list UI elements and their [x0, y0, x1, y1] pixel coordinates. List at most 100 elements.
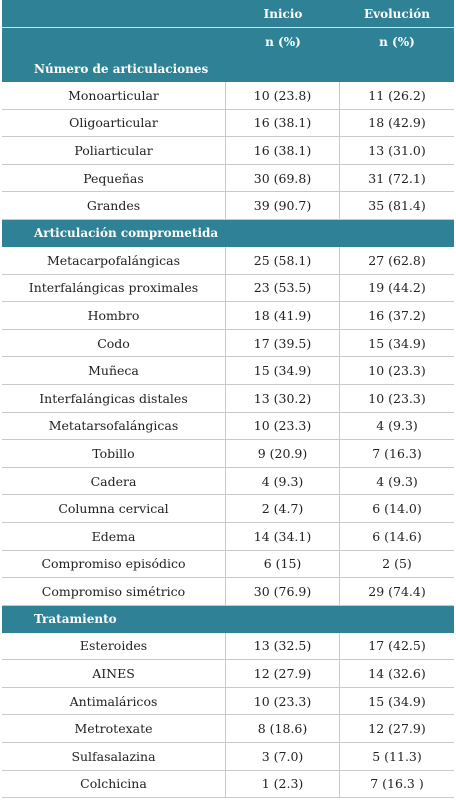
table-row: Tobillo 9 (20.9) 7 (16.3)	[2, 440, 454, 468]
table-row: Metatarsofalángicas 10 (23.3) 4 (9.3)	[2, 412, 454, 441]
row-label: Esteroides	[2, 632, 226, 660]
table-row: Sulfasalazina 3 (7.0) 5 (11.3)	[2, 743, 454, 771]
table-row: Metacarpofalángicas 25 (58.1) 27 (62.8)	[2, 246, 454, 275]
row-label: Interfalángicas proximales	[2, 274, 226, 302]
table-row: Oligoarticular 16 (38.1) 18 (42.9)	[2, 109, 454, 138]
evolucion-value: 13 (31.0)	[368, 142, 426, 158]
table-row: Grandes 39 (90.7) 35 (81.4)	[2, 192, 454, 220]
inicio-value: 10 (23.3)	[226, 412, 340, 440]
inicio-value: 2 (4.7)	[226, 495, 340, 522]
inicio-value: 13 (30.2)	[226, 384, 340, 412]
evolucion-value: 10 (23.3)	[368, 363, 426, 379]
inicio-value: 10 (23.3)	[226, 687, 340, 715]
table-row: Monoarticular 10 (23.8) 11 (26.2)	[2, 82, 454, 110]
table-row: Muñeca 15 (34.9) 10 (23.3)	[2, 357, 454, 385]
inicio-value: 16 (38.1)	[226, 109, 340, 137]
row-label: Compromiso episódico	[2, 550, 226, 578]
inicio-value: 30 (76.9)	[226, 578, 340, 605]
row-label: Metatarsofalángicas	[2, 412, 226, 440]
row-label: Poliarticular	[2, 137, 226, 164]
table-row: Pequeñas 30 (69.8) 31 (72.1)	[2, 164, 454, 193]
header-inicio: Inicio	[263, 6, 303, 21]
row-label: Cadera	[2, 467, 226, 495]
table-row: AINES 12 (27.9) 14 (32.6)	[2, 660, 454, 688]
evolucion-value: 15 (34.9)	[368, 335, 426, 351]
evolucion-value: 7 (16.3 )	[370, 776, 424, 792]
evolucion-value: 6 (14.0)	[372, 501, 422, 517]
row-label: Colchicina	[2, 770, 226, 798]
evolucion-value: 31 (72.1)	[368, 170, 426, 186]
table-row: Columna cervical 2 (4.7) 6 (14.0)	[2, 495, 454, 523]
evolucion-value: 14 (32.6)	[368, 666, 426, 682]
evolucion-value: 4 (9.3)	[376, 473, 418, 489]
inicio-value: 23 (53.5)	[226, 274, 340, 302]
inicio-value: 17 (39.5)	[226, 329, 340, 357]
row-label: Grandes	[2, 192, 226, 219]
row-label: Edema	[2, 522, 226, 550]
row-label: Antimaláricos	[2, 687, 226, 715]
row-label: Interfalángicas distales	[2, 384, 226, 412]
section-header: Tratamiento	[2, 605, 454, 633]
row-label: Hombro	[2, 302, 226, 329]
evolucion-value: 12 (27.9)	[368, 721, 426, 737]
inicio-value: 4 (9.3)	[226, 467, 340, 495]
evolucion-value: 18 (42.9)	[368, 115, 426, 131]
evolucion-value: 35 (81.4)	[368, 198, 426, 214]
table-row: Esteroides 13 (32.5) 17 (42.5)	[2, 632, 454, 661]
row-label: Muñeca	[2, 357, 226, 384]
row-label: Oligoarticular	[2, 109, 226, 137]
table-header: Inicio Evolución n (%) n (%)	[2, 0, 454, 55]
evolucion-value: 19 (44.2)	[368, 280, 426, 296]
table-row: Metrotexate 8 (18.6) 12 (27.9)	[2, 715, 454, 744]
section-header: Articulación comprometida	[2, 219, 454, 247]
inicio-value: 6 (15)	[226, 550, 340, 578]
inicio-value: 15 (34.9)	[226, 357, 340, 384]
header-inicio-unit: n (%)	[265, 34, 301, 49]
evolucion-value: 2 (5)	[382, 556, 412, 572]
evolucion-value: 15 (34.9)	[368, 693, 426, 709]
row-label: Columna cervical	[2, 495, 226, 522]
table-row: Poliarticular 16 (38.1) 13 (31.0)	[2, 137, 454, 165]
inicio-value: 18 (41.9)	[226, 302, 340, 329]
inicio-value: 30 (69.8)	[226, 164, 340, 192]
table-row: Colchicina 1 (2.3) 7 (16.3 )	[2, 770, 454, 799]
row-label: Metacarpofalángicas	[2, 246, 226, 274]
evolucion-value: 6 (14.6)	[372, 528, 422, 544]
inicio-value: 8 (18.6)	[226, 715, 340, 743]
row-label: Tobillo	[2, 440, 226, 467]
table-row: Codo 17 (39.5) 15 (34.9)	[2, 329, 454, 358]
evolucion-value: 5 (11.3)	[372, 748, 422, 764]
table-row: Compromiso episódico 6 (15) 2 (5)	[2, 550, 454, 579]
table-row: Hombro 18 (41.9) 16 (37.2)	[2, 302, 454, 330]
evolucion-value: 4 (9.3)	[376, 418, 418, 434]
inicio-value: 1 (2.3)	[226, 770, 340, 798]
header-row-units: n (%) n (%)	[2, 28, 454, 55]
evolucion-value: 11 (26.2)	[368, 87, 426, 103]
inicio-value: 25 (58.1)	[226, 246, 340, 274]
row-label: Metrotexate	[2, 715, 226, 743]
table-row: Interfalángicas proximales 23 (53.5) 19 (4…	[2, 274, 454, 303]
section-header: Número de articulaciones	[2, 55, 454, 82]
inicio-value: 13 (32.5)	[226, 632, 340, 660]
table-row: Edema 14 (34.1) 6 (14.6)	[2, 522, 454, 551]
row-label: AINES	[2, 660, 226, 687]
header-evolucion: Evolución	[364, 6, 430, 21]
header-evolucion-unit: n (%)	[379, 34, 415, 49]
evolucion-value: 7 (16.3)	[372, 445, 422, 461]
table-row: Interfalángicas distales 13 (30.2) 10 (23.…	[2, 384, 454, 413]
evolucion-value: 29 (74.4)	[368, 583, 426, 599]
row-label: Pequeñas	[2, 164, 226, 192]
table-row: Cadera 4 (9.3) 4 (9.3)	[2, 467, 454, 496]
evolucion-value: 27 (62.8)	[368, 252, 426, 268]
table-row: Antimaláricos 10 (23.3) 15 (34.9)	[2, 687, 454, 716]
evolucion-value: 16 (37.2)	[368, 307, 426, 323]
row-label: Monoarticular	[2, 82, 226, 109]
row-label: Sulfasalazina	[2, 743, 226, 770]
inicio-value: 39 (90.7)	[226, 192, 340, 219]
row-label: Codo	[2, 329, 226, 357]
table-row: Compromiso simétrico 30 (76.9) 29 (74.4)	[2, 578, 454, 606]
row-label: Compromiso simétrico	[2, 578, 226, 605]
evolucion-value: 17 (42.5)	[368, 638, 426, 654]
evolucion-value: 10 (23.3)	[368, 390, 426, 406]
inicio-value: 9 (20.9)	[226, 440, 340, 467]
